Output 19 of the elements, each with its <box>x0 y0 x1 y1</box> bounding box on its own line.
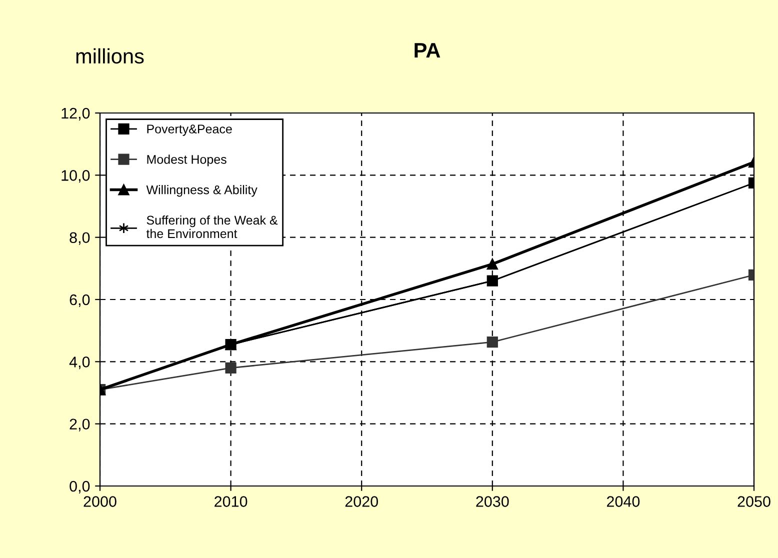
y-tick-label: 10,0 <box>62 170 90 183</box>
x-tick-label: 2050 <box>738 496 770 507</box>
x-tick-label: 2040 <box>606 496 640 507</box>
x-tick-label: 2020 <box>345 496 378 507</box>
legend-label: Willingness & Ability <box>146 185 258 197</box>
y-axis-title: millions <box>76 48 144 64</box>
y-tick-label: 0,0 <box>70 480 90 494</box>
legend-label: Modest Hopes <box>147 154 226 166</box>
y-tick-label: 12,0 <box>62 108 90 120</box>
x-tick-label: 2010 <box>214 496 248 507</box>
y-tick-label: 6,0 <box>70 294 90 307</box>
y-tick-label: 8,0 <box>70 232 90 245</box>
legend-label: Poverty&Peace <box>147 124 232 136</box>
x-tick-label: 2000 <box>84 496 116 507</box>
chart-title: PA <box>414 43 440 58</box>
y-tick-label: 2,0 <box>70 418 90 432</box>
x-tick-label: 2030 <box>476 496 509 507</box>
legend-label: Suffering of the Weak & the Environment <box>146 215 278 238</box>
y-tick-label: 4,0 <box>69 356 90 370</box>
